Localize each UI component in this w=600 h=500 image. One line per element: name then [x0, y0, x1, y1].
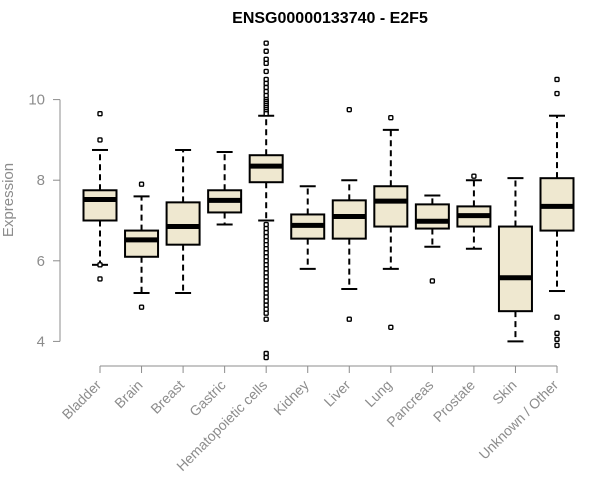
outlier-point [263, 48, 269, 54]
y-tick-label: 10 [28, 92, 45, 109]
outlier-point [263, 111, 269, 117]
outlier-point [554, 314, 560, 320]
x-tick-label: Bladder [59, 377, 105, 423]
box-iqr [82, 189, 118, 222]
outlier-point [554, 90, 560, 97]
box-iqr [497, 225, 533, 313]
outlier-point [138, 181, 145, 187]
x-tick-label: Lung [362, 377, 395, 410]
y-tick-label: 8 [37, 172, 45, 189]
box-iqr [165, 201, 201, 246]
outlier-point [263, 40, 269, 46]
outlier-point [346, 106, 352, 113]
outlier-point [388, 324, 394, 330]
x-tick-label: Kidney [270, 377, 312, 419]
box-group-brain [124, 181, 160, 310]
y-tick-label: 4 [37, 333, 45, 350]
outlier-point [97, 276, 103, 282]
outlier-point [97, 262, 103, 268]
x-tick-label: Skin [489, 377, 520, 408]
outlier-point [97, 137, 103, 143]
chart-title: ENSG00000133740 - E2F5 [232, 10, 428, 27]
outlier-point [554, 330, 560, 337]
box-group-liver [331, 106, 367, 322]
x-tick-label: Liver [321, 377, 354, 410]
outlier-point [97, 111, 103, 117]
box-iqr [414, 203, 450, 230]
box-group-breast [165, 148, 201, 295]
outlier-point [138, 304, 145, 310]
outlier-point [263, 354, 269, 361]
x-tick-label: Unknown / Other [476, 377, 562, 463]
box-group-gastric [207, 150, 243, 226]
outlier-point [263, 316, 269, 322]
box-iqr [331, 199, 367, 240]
y-tick-label: 6 [37, 253, 45, 270]
box-group-prostate [456, 173, 492, 250]
box-group-hematopoietic-cells [248, 40, 284, 361]
outlier-point [263, 68, 269, 75]
box-group-skin [497, 177, 533, 343]
x-tick-label: Prostate [430, 377, 478, 425]
box-iqr [124, 229, 160, 258]
box-group-unknown-other [539, 76, 575, 349]
box-group-bladder [82, 111, 118, 282]
box-iqr [248, 154, 284, 184]
box-group-lung [373, 115, 409, 330]
outlier-point [263, 60, 269, 67]
outlier-point [554, 336, 560, 343]
plot-area [82, 40, 575, 361]
outlier-point [554, 342, 560, 349]
outlier-point [429, 278, 436, 284]
outlier-point [554, 76, 560, 83]
outlier-point [471, 173, 477, 179]
y-axis-label: Expression [0, 163, 17, 237]
x-tick-label: Breast [147, 377, 187, 417]
outlier-point [388, 115, 394, 121]
outlier-point [263, 310, 269, 316]
box-group-pancreas [414, 194, 450, 284]
box-iqr [373, 185, 409, 228]
box-group-kidney [290, 185, 326, 270]
outlier-point [346, 316, 352, 322]
x-tick-label: Brain [111, 377, 145, 411]
